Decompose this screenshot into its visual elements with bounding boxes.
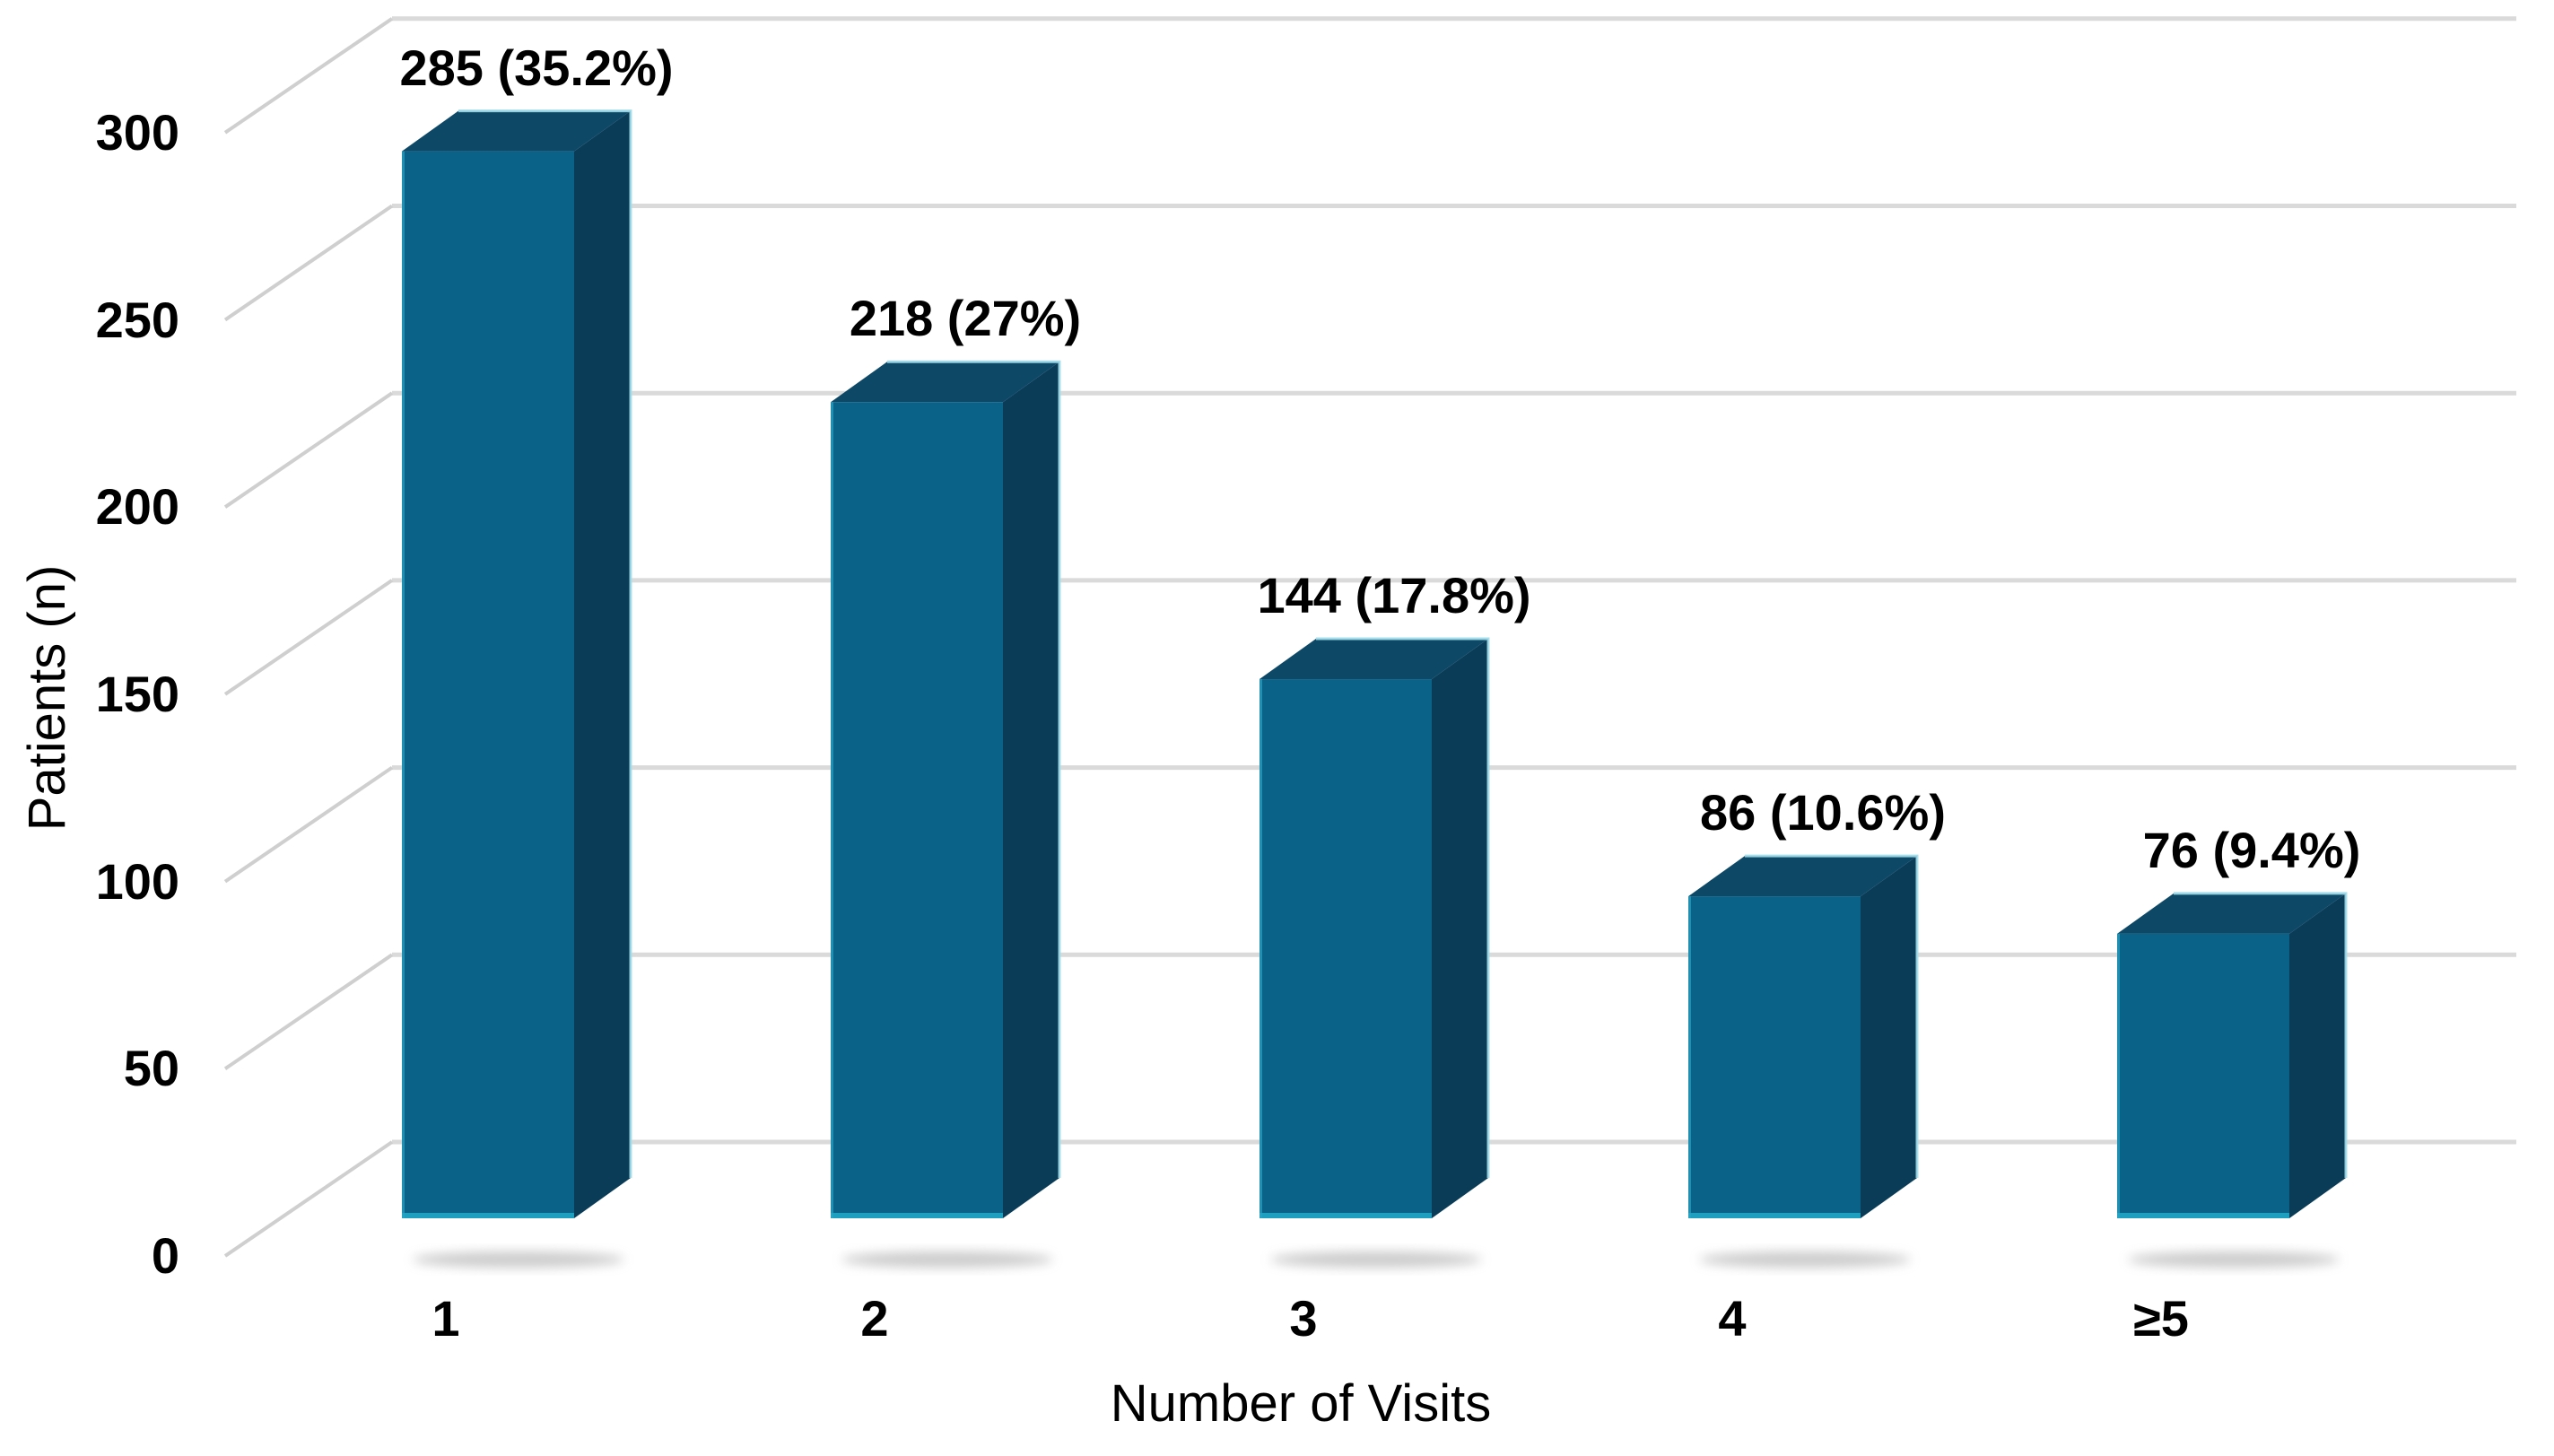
- bar-bottom-edge-highlight: [1688, 1213, 1861, 1218]
- bar: [1688, 854, 1919, 1218]
- bar-top-face: [1260, 639, 1488, 680]
- bar-front-face: [2117, 933, 2289, 1218]
- tick-connector: [223, 765, 394, 884]
- y-tick-label: 250: [95, 291, 179, 348]
- bar-front-face: [1688, 896, 1861, 1218]
- y-tick-label: 300: [95, 103, 179, 161]
- bar-bottom-edge-highlight: [2117, 1213, 2289, 1218]
- tick-connector: [223, 579, 394, 696]
- shadow-layer: [413, 1251, 2340, 1268]
- bar-shadow: [1699, 1251, 1911, 1268]
- tick-connector: [223, 204, 394, 322]
- x-category-label: 2: [860, 1290, 889, 1347]
- bar: [402, 109, 632, 1218]
- bar-side-face: [2289, 893, 2346, 1218]
- bar-top-face: [1688, 856, 1917, 897]
- bar-data-label: 285 (35.2%): [399, 39, 674, 96]
- bar-bottom-edge-highlight: [402, 1213, 574, 1218]
- x-category-label: 4: [1718, 1290, 1747, 1347]
- bar-side-face: [1861, 856, 1917, 1218]
- bar-bottom-edge-highlight: [831, 1213, 1003, 1218]
- tick-connector: [223, 1140, 394, 1258]
- bar: [1260, 637, 1490, 1218]
- bar: [831, 360, 1061, 1219]
- x-axis-title: Number of Visits: [1110, 1374, 1492, 1433]
- bar-shadow: [2128, 1251, 2340, 1268]
- bar-data-label: 144 (17.8%): [1257, 567, 1531, 624]
- y-tick-label: 50: [123, 1040, 179, 1097]
- bar-front-face: [402, 151, 574, 1218]
- tick-connector: [223, 17, 394, 135]
- bar-shadow: [841, 1251, 1053, 1268]
- bar-side-face: [1003, 362, 1059, 1219]
- tick-connector: [223, 953, 394, 1070]
- bar-shadow: [413, 1251, 624, 1268]
- x-category-label: ≥5: [2133, 1290, 2189, 1347]
- x-category-label: 3: [1289, 1290, 1318, 1347]
- y-tick-label: 150: [95, 665, 179, 722]
- bar: [2117, 892, 2348, 1218]
- bar-top-face: [2117, 893, 2346, 934]
- bar-back-edge-highlight: [887, 360, 1061, 1178]
- bar-data-label: 86 (10.6%): [1700, 784, 1946, 841]
- y-tick-label: 100: [95, 852, 179, 910]
- bar-front-face: [831, 402, 1003, 1219]
- tick-connector: [223, 391, 394, 509]
- y-tick-label: 0: [151, 1227, 179, 1284]
- bar-back-edge-highlight: [458, 109, 632, 1178]
- y-tick-label: 200: [95, 478, 179, 536]
- bar-top-face: [402, 110, 631, 152]
- bar-back-edge-highlight: [1745, 854, 1919, 1178]
- bar-data-label: 76 (9.4%): [2142, 821, 2361, 878]
- bar-data-label: 218 (27%): [849, 290, 1082, 347]
- bar-back-edge-highlight: [1316, 637, 1490, 1178]
- x-category-label: 1: [431, 1290, 460, 1347]
- bar-back-edge-highlight: [2174, 892, 2348, 1178]
- bar-bottom-edge-highlight: [1260, 1213, 1432, 1218]
- bar-side-face: [574, 110, 631, 1218]
- bar-layer: [402, 109, 2348, 1219]
- bar-side-face: [1432, 639, 1488, 1218]
- bar-front-face: [1260, 679, 1432, 1218]
- bar-shadow: [1270, 1251, 1482, 1268]
- bar-top-face: [831, 362, 1059, 403]
